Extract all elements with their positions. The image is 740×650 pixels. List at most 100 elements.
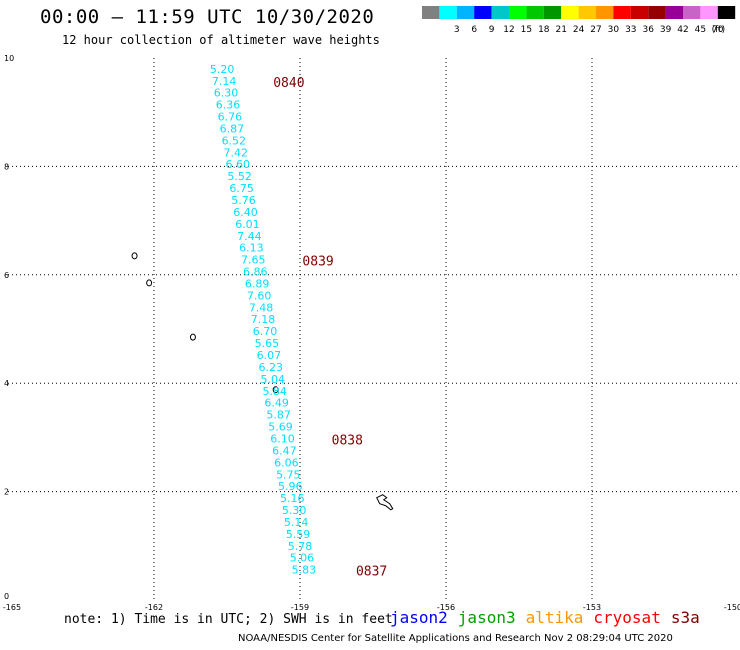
legend-tick-label: 12 [503, 25, 514, 35]
island-outline [146, 279, 153, 287]
swh-value: 6.47 [272, 444, 297, 457]
legend-swatch [578, 6, 596, 19]
legend-swatch [526, 6, 544, 19]
swh-value: 7.18 [251, 313, 276, 326]
footer-note: note: 1) Time is in UTC; 2) SWH is in fe… [64, 612, 393, 627]
legend-unit: (ft) [712, 25, 726, 35]
satellite-cryosat: cryosat [593, 608, 661, 627]
swh-value: 6.36 [216, 99, 241, 112]
legend-tick-label: 42 [677, 25, 688, 35]
swh-value: 6.60 [225, 158, 250, 171]
lon-tick-label: -156 [437, 603, 455, 612]
pass-time-label: 0838 [332, 434, 363, 449]
island-outline [272, 386, 279, 394]
swh-value: 5.83 [292, 564, 317, 577]
swh-value: 6.76 [218, 111, 243, 124]
swh-value: 5.84 [262, 385, 287, 398]
legend-swatch [700, 6, 718, 19]
color-legend: 3 6 9 12 15 18 21 24 27 30 33 36 39 42 45 70(ft) [422, 6, 736, 35]
legend-swatch [456, 6, 475, 19]
swh-value: 7.14 [212, 75, 237, 88]
legend-swatch [491, 6, 509, 19]
islands [131, 252, 394, 511]
swh-value: 6.87 [220, 122, 245, 135]
legend-tick-label: 15 [521, 25, 532, 35]
island-outline [131, 252, 138, 260]
lon-tick-label: -162 [145, 603, 163, 612]
swh-value: 6.40 [233, 206, 258, 219]
legend-swatch [509, 6, 527, 19]
swh-value: 6.70 [253, 325, 278, 338]
swh-value: 7.48 [249, 301, 274, 314]
legend-swatch [630, 6, 649, 19]
swh-value: 6.75 [229, 182, 254, 195]
time-labels: 0840 0839 0838 0837 [273, 76, 387, 580]
swh-value: 6.13 [239, 242, 264, 255]
legend-tick-label: 39 [660, 25, 672, 35]
swh-value: 6.10 [270, 432, 295, 445]
legend-swatch [665, 6, 683, 19]
swh-value: 5.14 [284, 516, 309, 529]
legend-swatch [422, 6, 440, 19]
lon-tick-label: -150 [724, 603, 740, 612]
legend-swatch [717, 6, 736, 19]
swh-value: 7.42 [224, 146, 249, 159]
page-subtitle: 12 hour collection of altimeter wave hei… [62, 33, 380, 47]
swh-value: 6.89 [245, 277, 270, 290]
swh-value: 7.44 [237, 230, 262, 243]
satellite-legend: jason2 jason3 altika cryosat s3a [390, 608, 710, 627]
lat-tick-label: 6 [4, 271, 9, 280]
swh-value: 7.65 [241, 254, 266, 267]
lon-tick-label: -159 [291, 603, 309, 612]
satellite-altika: altika [525, 608, 584, 627]
legend-tick-label: 21 [555, 25, 566, 35]
swh-value: 5.87 [266, 409, 291, 422]
swh-value: 5.52 [227, 170, 252, 183]
swh-value: 5.04 [260, 373, 285, 386]
legend-tick-label: 6 [471, 25, 477, 35]
swh-value: 6.23 [259, 361, 284, 374]
satellite-jason3: jason3 [457, 608, 516, 627]
swh-value: 5.78 [288, 540, 313, 553]
legend-swatch [561, 6, 579, 19]
lat-tick-label: 8 [4, 162, 9, 171]
legend-swatch [683, 6, 701, 19]
pass-time-label: 0837 [356, 565, 387, 580]
footer-credit: NOAA/NESDIS Center for Satellite Applica… [238, 633, 673, 644]
lat-tick-label: 0 [4, 592, 9, 601]
pass-time-label: 0839 [302, 255, 333, 270]
swh-value: 6.52 [222, 134, 247, 147]
swh-value: 5.59 [286, 528, 311, 541]
pass-time-label: 0840 [273, 76, 304, 91]
legend-tick-label: 3 [454, 25, 460, 35]
page-title: 00:00 – 11:59 UTC 10/30/2020 [40, 6, 375, 28]
legend-swatch [648, 6, 666, 19]
swh-value: 5.69 [268, 421, 293, 434]
swh-value: 6.07 [257, 349, 282, 362]
legend-swatch [613, 6, 631, 19]
legend-tick-label: 36 [642, 25, 654, 35]
swh-value: 5.20 [210, 63, 235, 76]
lon-tick-label: -165 [3, 603, 21, 612]
swh-value: 6.49 [264, 397, 289, 410]
swh-value: 5.75 [276, 468, 301, 481]
lon-tick-label: -153 [583, 603, 601, 612]
legend-tick-label: 33 [625, 25, 636, 35]
lat-tick-label: 4 [4, 379, 9, 388]
legend-tick-label: 45 [695, 25, 706, 35]
swh-value: 5.65 [255, 337, 280, 350]
legend-swatch [474, 6, 492, 19]
swh-value: 7.60 [247, 289, 272, 302]
map-grid: -165 -162 -159 -156 -153 -150 0 2 4 6 8 10 [3, 54, 740, 612]
legend-swatch [439, 6, 457, 19]
swh-value: 5.06 [290, 552, 315, 565]
island-outline [376, 494, 394, 511]
altimeter-track: 5.207.146.306.366.766.876.527.426.605.52… [210, 63, 316, 577]
legend-swatch [543, 6, 562, 19]
legend-tick-label: 27 [590, 25, 601, 35]
swh-value: 6.86 [243, 266, 268, 279]
swh-value: 6.30 [214, 87, 239, 100]
satellite-s3a: s3a [670, 608, 700, 627]
swh-value: 5.30 [282, 504, 307, 517]
